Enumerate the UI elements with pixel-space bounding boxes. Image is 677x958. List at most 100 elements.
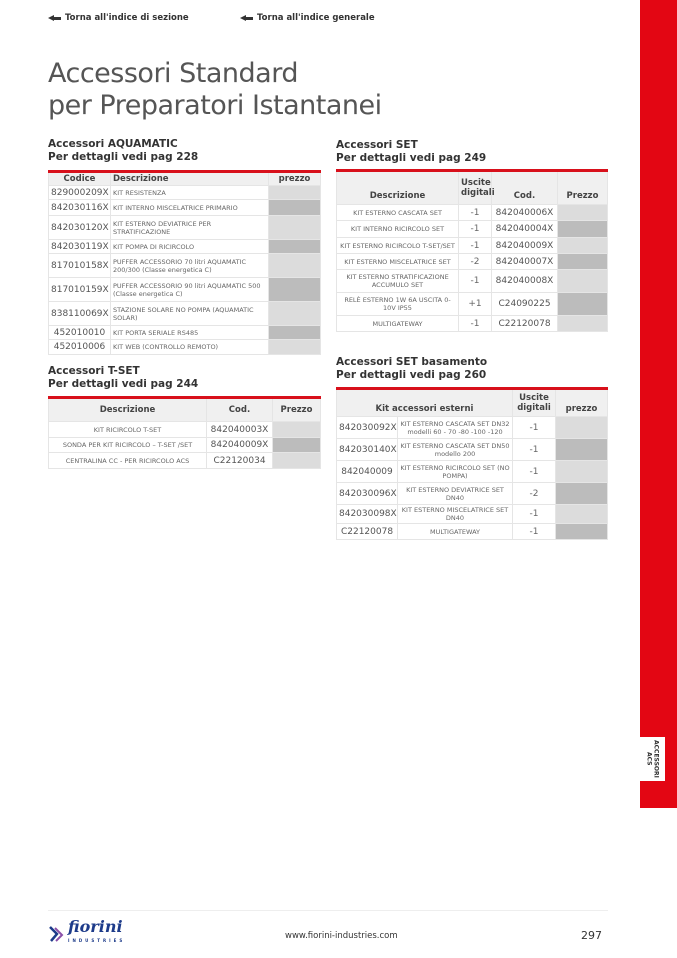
table-cell: CENTRALINA CC - PER RICIRCOLO ACS — [48, 452, 207, 469]
table-cell: 842030116X — [48, 199, 111, 216]
table-cell: KIT ESTERNO CASCATA SET DN32 modelli 60 … — [397, 416, 513, 439]
website-link[interactable]: www.fiorini-industries.com — [285, 931, 398, 941]
table-row: KIT RICIRCOLO T-SET 842040003X — [48, 421, 321, 438]
price-cell — [272, 421, 321, 438]
table-cell: KIT POMPA DI RICIRCOLO — [110, 239, 269, 254]
table-cell: MULTIGATEWAY — [397, 523, 513, 540]
table-cell: -1 — [512, 438, 556, 461]
table-cell: KIT ESTERNO RICIRCOLO T-SET/SET — [336, 237, 459, 254]
price-cell — [555, 416, 608, 439]
price-cell — [268, 301, 321, 326]
table-row: 817010159X PUFFER ACCESSORIO 90 litri AQU… — [48, 277, 321, 302]
price-cell — [555, 523, 608, 540]
table-cell: 842030098X — [336, 504, 398, 524]
fiorini-logo: fiorini INDUSTRIES — [48, 919, 125, 948]
table-cell: KIT PORTA SERIALE RS485 — [110, 325, 269, 340]
table-cell: -1 — [458, 204, 492, 221]
table-cell: KIT ESTERNO MISCELATRICE SET — [336, 253, 459, 270]
price-cell — [557, 253, 608, 270]
table-cell: -1 — [512, 416, 556, 439]
table-row: 842030120X KIT ESTERNO DEVIATRICE PER STR… — [48, 215, 321, 240]
aquamatic-table: Codice Descrizione prezzo 829000209X KIT RES… — [48, 170, 321, 355]
table-cell: 842040009 — [336, 460, 398, 483]
arrow-left-icon — [48, 14, 61, 22]
table-row: 842030116X KIT INTERNO MISCELATRICE PRIMA… — [48, 199, 321, 216]
table-cell: PUFFER ACCESSORIO 90 litri AQUAMATIC 500… — [110, 277, 269, 302]
price-cell — [268, 325, 321, 340]
table-cell: 842040008X — [491, 269, 558, 293]
table-row: MULTIGATEWAY -1 C22120078 — [336, 315, 608, 332]
set-table: Descrizione Uscite digitali Cod. Prezzo KIT … — [336, 169, 608, 332]
arrow-left-icon — [240, 14, 253, 22]
table-row: C22120078 MULTIGATEWAY -1 — [336, 523, 608, 540]
table-row: 842030096X KIT ESTERNO DEVIATRICE SET DN4… — [336, 482, 608, 505]
table-cell: 842040009X — [491, 237, 558, 254]
page-number: 297 — [581, 929, 602, 942]
table-row: RELÈ ESTERNO 1W 6A USCITA 0-10V IP55 +1 C2… — [336, 292, 608, 316]
price-cell — [272, 437, 321, 453]
table-row: 829000209X KIT RESISTENZA — [48, 185, 321, 200]
table-cell: KIT ESTERNO DEVIATRICE PER STRATIFICAZIO… — [110, 215, 269, 240]
table-cell: KIT INTERNO MISCELATRICE PRIMARIO — [110, 199, 269, 216]
table-cell: 838110069X — [48, 301, 111, 326]
price-cell — [272, 452, 321, 469]
table-cell: MULTIGATEWAY — [336, 315, 459, 332]
table-cell: 817010159X — [48, 277, 111, 302]
basamento-table: Kit accessori esterni Uscite digitali prez… — [336, 387, 608, 540]
price-cell — [268, 185, 321, 200]
table-row: 842030098X KIT ESTERNO MISCELATRICE SET D… — [336, 504, 608, 524]
price-cell — [268, 339, 321, 355]
price-cell — [557, 269, 608, 293]
price-cell — [557, 237, 608, 254]
table-cell: 842040007X — [491, 253, 558, 270]
table-cell: -1 — [458, 237, 492, 254]
tset-heading: Accessori T-SET Per dettagli vedi pag 244 — [48, 365, 199, 390]
price-cell — [555, 482, 608, 505]
price-cell — [268, 253, 321, 278]
price-cell — [268, 199, 321, 216]
table-row: 817010158X PUFFER ACCESSORIO 70 litri AQU… — [48, 253, 321, 278]
page-title: Accessori Standard per Preparatori Istant… — [48, 58, 382, 121]
table-row: KIT ESTERNO STRATIFICAZIONE ACCUMULO SET… — [336, 269, 608, 293]
table-cell: STAZIONE SOLARE NO POMPA (AQUAMATIC SOLA… — [110, 301, 269, 326]
basamento-heading: Accessori SET basamento Per dettagli vedi… — [336, 356, 488, 381]
table-cell: 842040006X — [491, 204, 558, 221]
table-row: SONDA PER KIT RICIRCOLO – T-SET /SET 8420… — [48, 437, 321, 453]
table-row: CENTRALINA CC - PER RICIRCOLO ACS C221200… — [48, 452, 321, 469]
table-row: 842030092X KIT ESTERNO CASCATA SET DN32 m… — [336, 416, 608, 439]
back-to-general-index-link[interactable]: Torna all'indice generale — [240, 13, 375, 23]
table-cell: KIT ESTERNO RICIRCOLO SET (NO POMPA) — [397, 460, 513, 483]
aquamatic-heading: Accessori AQUAMATIC Per dettagli vedi pag… — [48, 138, 199, 163]
table-row: 452010010 KIT PORTA SERIALE RS485 — [48, 325, 321, 340]
table-cell: C22120078 — [491, 315, 558, 332]
table-row: 452010006 KIT WEB (CONTROLLO REMOTO) — [48, 339, 321, 355]
price-cell — [555, 504, 608, 524]
price-cell — [268, 277, 321, 302]
back-to-section-link[interactable]: Torna all'indice di sezione — [48, 13, 189, 23]
table-cell: -1 — [458, 269, 492, 293]
table-cell: -1 — [458, 315, 492, 332]
table-cell: -1 — [512, 460, 556, 483]
price-cell — [268, 239, 321, 254]
price-cell — [268, 215, 321, 240]
table-cell: KIT ESTERNO STRATIFICAZIONE ACCUMULO SET — [336, 269, 459, 293]
price-cell — [557, 315, 608, 332]
fiorini-logo-icon — [49, 926, 64, 942]
table-cell: 842030119X — [48, 239, 111, 254]
table-cell: KIT ESTERNO CASCATA SET DN50 modello 200 — [397, 438, 513, 461]
table-cell: PUFFER ACCESSORIO 70 litri AQUAMATIC 200… — [110, 253, 269, 278]
table-cell: RELÈ ESTERNO 1W 6A USCITA 0-10V IP55 — [336, 292, 459, 316]
table-cell: 829000209X — [48, 185, 111, 200]
table-cell: SONDA PER KIT RICIRCOLO – T-SET /SET — [48, 437, 207, 453]
table-cell: 452010006 — [48, 339, 111, 355]
section-tab-label[interactable]: ACCESSORI ACS — [640, 737, 665, 781]
table-cell: -1 — [512, 523, 556, 540]
table-cell: -2 — [458, 253, 492, 270]
table-cell: C24090225 — [491, 292, 558, 316]
table-cell: 817010158X — [48, 253, 111, 278]
table-row: 842030119X KIT POMPA DI RICIRCOLO — [48, 239, 321, 254]
table-row: KIT ESTERNO CASCATA SET -1 842040006X — [336, 204, 608, 221]
table-cell: -1 — [458, 220, 492, 238]
table-cell: KIT ESTERNO CASCATA SET — [336, 204, 459, 221]
table-cell: KIT RICIRCOLO T-SET — [48, 421, 207, 438]
